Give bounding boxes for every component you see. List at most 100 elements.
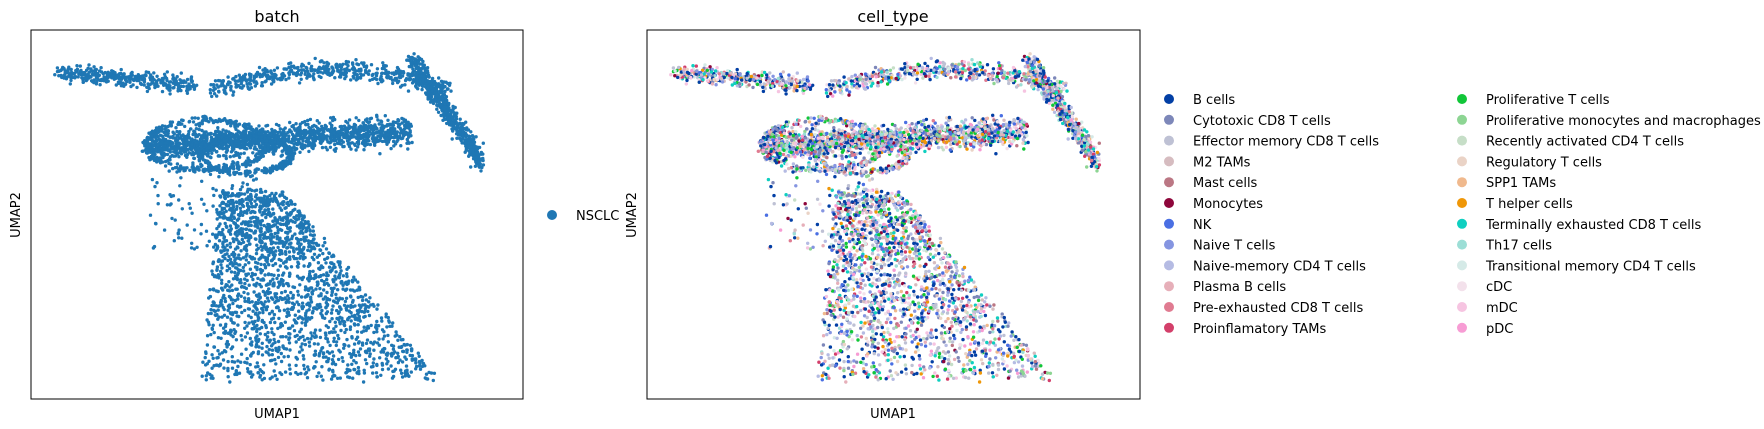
scatter-point [396,360,401,365]
scatter-point [344,327,348,332]
scatter-point [416,351,420,355]
scatter-point [271,277,275,281]
scatter-point [191,120,196,124]
scatter-point [244,258,248,262]
panel-batch: batch UMAP1 UMAP2 NSCLC [9,7,619,422]
scatter-point [301,216,305,221]
scatter-point [276,349,280,354]
scatter-point [372,330,376,335]
scatter-point [277,162,282,166]
scatter-point [287,159,292,163]
scatter-point [328,319,332,324]
scatter-point [214,248,218,252]
scatter-point [117,81,121,86]
scatter-point [327,357,331,361]
scatter-point [230,366,235,370]
scatter-point [302,357,306,361]
scatter-point [306,365,310,369]
scatter-point [379,74,383,79]
scatter-point [227,303,232,307]
scatter-point [221,227,225,232]
scatter-point [446,87,450,91]
scatter-point [68,82,73,86]
scatter-point [287,76,291,80]
scatter-point [99,77,104,82]
scatter-point [190,79,194,83]
scatter-point [338,260,342,264]
scatter-point [349,303,353,308]
scatter-point [313,349,318,353]
scatter-point [266,204,270,208]
scatter-point [375,341,380,345]
scatter-point [302,363,306,368]
scatter-point [383,114,387,118]
scatter-point [346,304,350,308]
scatter-point [351,288,355,292]
scatter-point [350,335,354,339]
scatter-point [345,272,349,276]
scatter-point [354,148,358,152]
scatter-point [275,221,280,225]
scatter-point [307,125,311,130]
scatter-point [109,71,113,76]
scatter-point [270,127,274,132]
scatter-point [276,245,280,250]
scatter-point [281,261,286,265]
scatter-point [114,75,118,80]
scatter-point [375,113,379,118]
scatter-point [307,149,311,154]
scatter-point [320,346,325,350]
scatter-point [255,334,259,338]
scatter-point [390,376,395,380]
scatter-point [344,308,349,312]
scatter-point [346,265,351,270]
scatter-point [236,294,240,298]
scatter-point [289,202,293,206]
scatter-point [439,79,444,84]
scatter-point [177,155,181,159]
scatter-point [310,334,314,338]
scatter-point [347,279,351,283]
scatter-point [313,306,317,310]
scatter-point [271,297,275,301]
scatter-point [299,371,303,376]
scatter-point [53,73,57,77]
scatter-point [205,334,210,338]
scatter-point [220,266,224,270]
scatter-point [401,70,406,74]
scatter-point [199,145,203,149]
scatter-point [300,348,304,352]
scatter-point [220,281,224,285]
scatter-point [289,64,294,69]
scatter-point [336,288,340,292]
scatter-point [289,245,293,249]
scatter-point [268,237,273,241]
scatter-point [351,67,355,71]
scatter-point [395,139,399,144]
scatter-point [325,337,329,341]
scatter-point [89,68,94,73]
scatter-point [226,288,230,292]
scatter-point [99,66,103,70]
scatter-point [332,130,336,135]
scatter-point [311,229,315,233]
scatter-point [299,145,304,149]
scatter-point [292,329,297,333]
scatter-point [197,133,201,137]
scatter-point [408,343,413,347]
scatter-point [324,261,328,265]
scatter-point [409,370,413,374]
scatter-point [184,134,188,139]
scatter-point [255,281,259,285]
scatter-point [253,272,257,277]
scatter-point [271,342,275,346]
scatter-point [367,126,371,130]
scatter-point [281,244,286,249]
scatter-point [231,93,235,97]
scatter-point [300,62,304,66]
scatter-point [226,200,231,204]
scatter-point [278,371,282,375]
scatter-point [371,128,375,132]
scatter-point [215,83,219,87]
scatter-point [239,360,243,364]
